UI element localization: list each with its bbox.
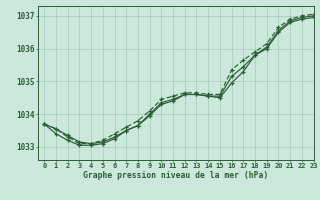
X-axis label: Graphe pression niveau de la mer (hPa): Graphe pression niveau de la mer (hPa): [84, 171, 268, 180]
